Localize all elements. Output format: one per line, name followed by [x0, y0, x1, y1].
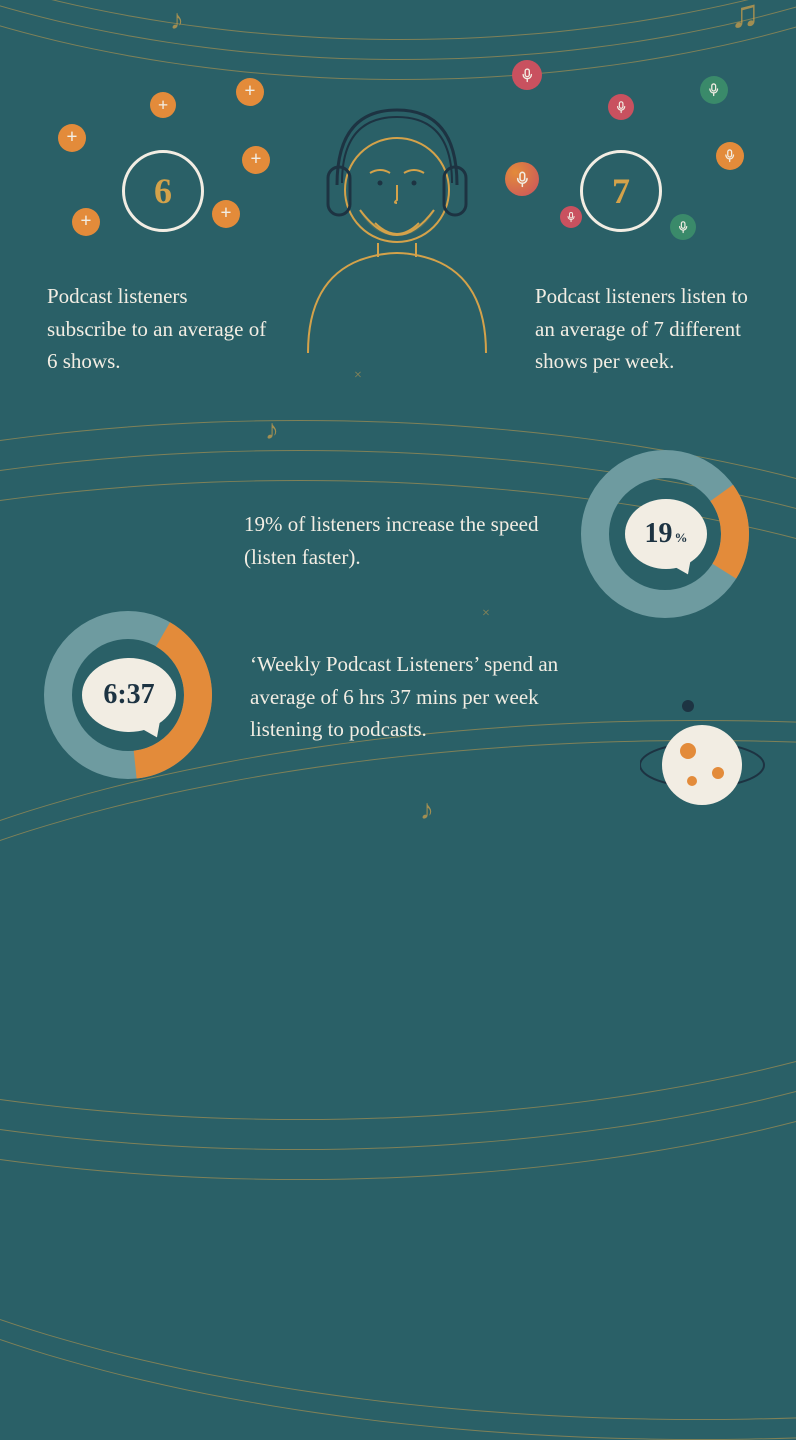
microphone-icon [608, 94, 634, 120]
microphone-icon [505, 162, 539, 196]
plus-icon: + [72, 208, 100, 236]
planet-icon [640, 715, 770, 825]
wave-line [0, 0, 796, 40]
stat-value: 7 [612, 170, 630, 212]
wave-line [0, 720, 796, 1420]
music-note-icon: ♪ [170, 5, 184, 37]
microphone-icon [700, 76, 728, 104]
stat-description-time: ‘Weekly Podcast Listeners’ spend an aver… [250, 648, 580, 746]
wave-line [0, 740, 796, 1440]
microphone-icon [716, 142, 744, 170]
speech-bubble-speed: 19% [625, 499, 707, 569]
music-note-icon: ♪ [420, 795, 434, 827]
stat-value: 19% [645, 518, 688, 550]
stat-value: 6:37 [103, 679, 154, 711]
listener-illustration [290, 95, 505, 355]
plus-icon: + [242, 146, 270, 174]
stat-circle-shows: 7 [580, 150, 662, 232]
planet-icon [682, 700, 694, 712]
stat-value: 6 [154, 170, 172, 212]
plus-icon: + [212, 200, 240, 228]
speech-bubble-time: 6:37 [82, 658, 176, 732]
wave-line [0, 0, 796, 60]
microphone-icon [512, 60, 542, 90]
music-note-icon: ♫ [730, 0, 760, 37]
microphone-icon [670, 214, 696, 240]
sparkle-icon: × [354, 368, 362, 384]
plus-icon: + [236, 78, 264, 106]
stat-description-shows: Podcast listeners listen to an average o… [535, 280, 760, 378]
stat-description-speed: 19% of listeners increase the speed (lis… [244, 508, 549, 573]
sparkle-icon: × [482, 606, 490, 622]
stat-circle-subscriptions: 6 [122, 150, 204, 232]
wave-line [0, 0, 796, 80]
microphone-icon [560, 206, 582, 228]
music-note-icon: ♪ [265, 415, 279, 447]
plus-icon: + [150, 92, 176, 118]
plus-icon: + [58, 124, 86, 152]
stat-description-subscriptions: Podcast listeners subscribe to an averag… [47, 280, 267, 378]
